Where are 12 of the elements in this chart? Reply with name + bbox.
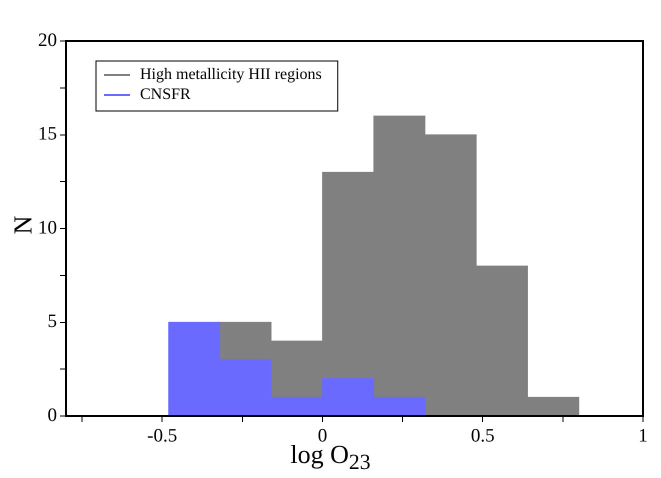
- legend-label: High metallicity HII regions: [140, 66, 322, 84]
- y-axis-title: N: [8, 216, 38, 234]
- y-tick-label: 10: [38, 217, 57, 238]
- y-tick-label: 5: [48, 311, 57, 332]
- y-tick-label: 20: [38, 30, 57, 51]
- x-tick-label: -0.5: [147, 425, 178, 446]
- y-tick-label: 15: [38, 124, 57, 145]
- x-tick-label: 0: [318, 425, 328, 446]
- y-tick-label: 0: [48, 404, 57, 426]
- legend-label: CNSFR: [140, 86, 192, 104]
- x-tick-label: 1: [638, 425, 648, 446]
- x-tick-label: 0.5: [470, 425, 495, 446]
